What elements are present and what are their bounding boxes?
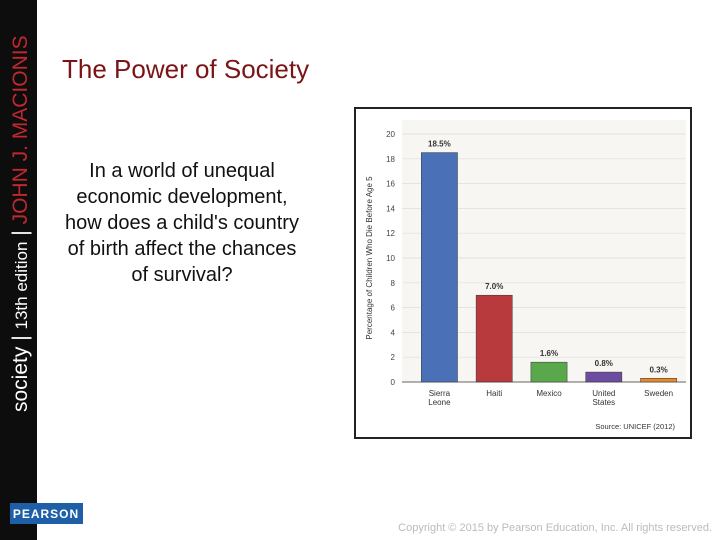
y-tick-label: 2 bbox=[391, 353, 396, 362]
x-tick-label-line: Sierra bbox=[429, 389, 451, 398]
brand-part: 13th edition bbox=[12, 242, 31, 330]
y-tick-label: 18 bbox=[386, 155, 395, 164]
y-tick-label: 20 bbox=[386, 130, 395, 139]
y-tick-label: 10 bbox=[386, 254, 395, 263]
x-tick-label: Sierra Leone bbox=[428, 389, 451, 407]
source: Source: UNICEF (2012) bbox=[595, 422, 675, 431]
x-tick-label-line: Sweden bbox=[644, 389, 673, 398]
sidebar bbox=[0, 0, 37, 540]
y-axis-label: Percentage of Children Who Die Before Ag… bbox=[365, 176, 374, 340]
value-label: 0.3% bbox=[649, 365, 667, 374]
x-tick-label-line: Leone bbox=[428, 398, 451, 407]
x-tick-label-line: Mexico bbox=[536, 389, 562, 398]
copyright: Copyright © 2015 by Pearson Education, I… bbox=[398, 522, 712, 534]
x-tick-label: Mexico bbox=[536, 389, 562, 398]
value-label: 18.5% bbox=[428, 140, 451, 149]
bar bbox=[530, 361, 568, 383]
bar bbox=[475, 294, 513, 383]
value-label: 1.6% bbox=[540, 349, 558, 358]
brand-part: JOHN J. MACIONIS bbox=[9, 35, 32, 224]
slide-title: The Power of Society bbox=[62, 54, 309, 84]
x-tick-label: United States bbox=[592, 389, 615, 407]
value-label: 7.0% bbox=[485, 282, 503, 291]
bar bbox=[421, 152, 458, 383]
brand: society | 13th edition | JOHN J. MACIONI… bbox=[9, 35, 32, 412]
y-tick-label: 8 bbox=[391, 279, 396, 288]
publisher: PEARSON bbox=[13, 507, 79, 521]
brand-part: society bbox=[9, 346, 32, 412]
x-tick-label-line: States bbox=[592, 398, 615, 407]
brand-part: | bbox=[9, 230, 32, 235]
y-tick-label: 14 bbox=[386, 204, 395, 213]
x-tick-label-line: Haiti bbox=[486, 389, 502, 398]
value-label: 0.8% bbox=[595, 359, 613, 368]
chart: 0 2 4 6 8 10 12 14 16 18 20 Percentage of Children … bbox=[365, 120, 686, 431]
y-tick-label: 6 bbox=[391, 304, 396, 313]
publisher-logo bbox=[10, 503, 83, 524]
y-tick-label: 0 bbox=[391, 378, 396, 387]
x-tick-label: Sweden bbox=[644, 389, 673, 398]
y-tick-label: 12 bbox=[386, 229, 395, 238]
y-tick-label: 16 bbox=[386, 180, 395, 189]
bar bbox=[585, 371, 623, 383]
body-text: In a world of unequal economic developme… bbox=[65, 160, 299, 286]
brand-part: | bbox=[9, 335, 32, 340]
x-tick-label: Haiti bbox=[486, 389, 502, 398]
x-tick-label-line: United bbox=[592, 389, 615, 398]
y-tick-label: 4 bbox=[391, 328, 396, 337]
bar bbox=[640, 378, 677, 383]
